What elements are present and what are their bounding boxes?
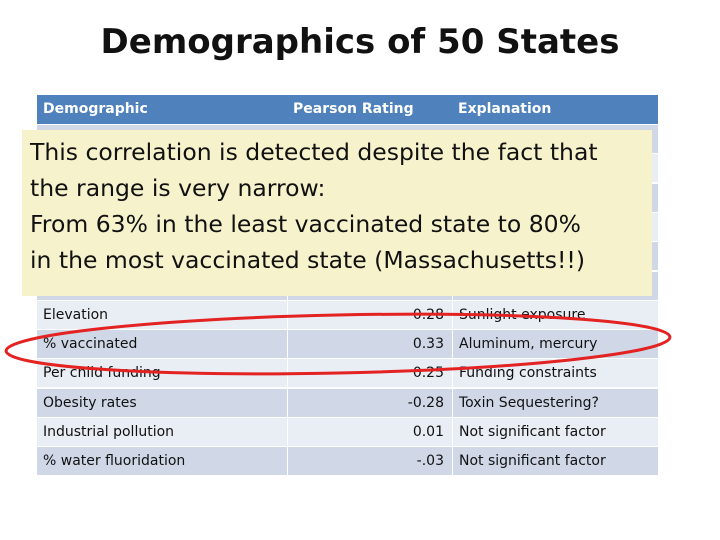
callout-line: in the most vaccinated state (Massachuse… bbox=[30, 246, 585, 274]
table-cell: Toxin Sequestering? bbox=[452, 387, 658, 417]
callout-line: the range is very narrow: bbox=[30, 174, 326, 202]
table-cell: Funding constraints bbox=[452, 358, 658, 388]
table-cell: Not significant factor bbox=[452, 446, 658, 476]
table-cell: % vaccinated bbox=[37, 329, 287, 359]
pearson-cell: -.03 bbox=[287, 446, 452, 476]
table-cell: Not significant factor bbox=[452, 417, 658, 446]
header-cell: Demographic bbox=[37, 95, 287, 124]
callout: This correlation is detected despite the… bbox=[22, 130, 652, 296]
table-cell: Industrial pollution bbox=[37, 417, 287, 446]
header-cell: Pearson Rating bbox=[287, 95, 452, 124]
pearson-cell: -0.28 bbox=[287, 387, 452, 417]
table-cell: Obesity rates bbox=[37, 387, 287, 417]
slide-title: Demographics of 50 States bbox=[100, 22, 620, 62]
table-cell: Aluminum, mercury bbox=[452, 329, 658, 359]
pearson-cell: 0.01 bbox=[287, 417, 452, 446]
table-cell: % water fluoridation bbox=[37, 446, 287, 476]
highlight-ellipse bbox=[4, 312, 672, 376]
table-cell: Per child funding bbox=[37, 358, 287, 388]
header-cell: Explanation bbox=[452, 95, 658, 124]
callout-line: From 63% in the least vaccinated state t… bbox=[30, 210, 581, 238]
callout-line: This correlation is detected despite the… bbox=[30, 138, 598, 166]
pearson-cell: 0.33 bbox=[287, 329, 452, 359]
